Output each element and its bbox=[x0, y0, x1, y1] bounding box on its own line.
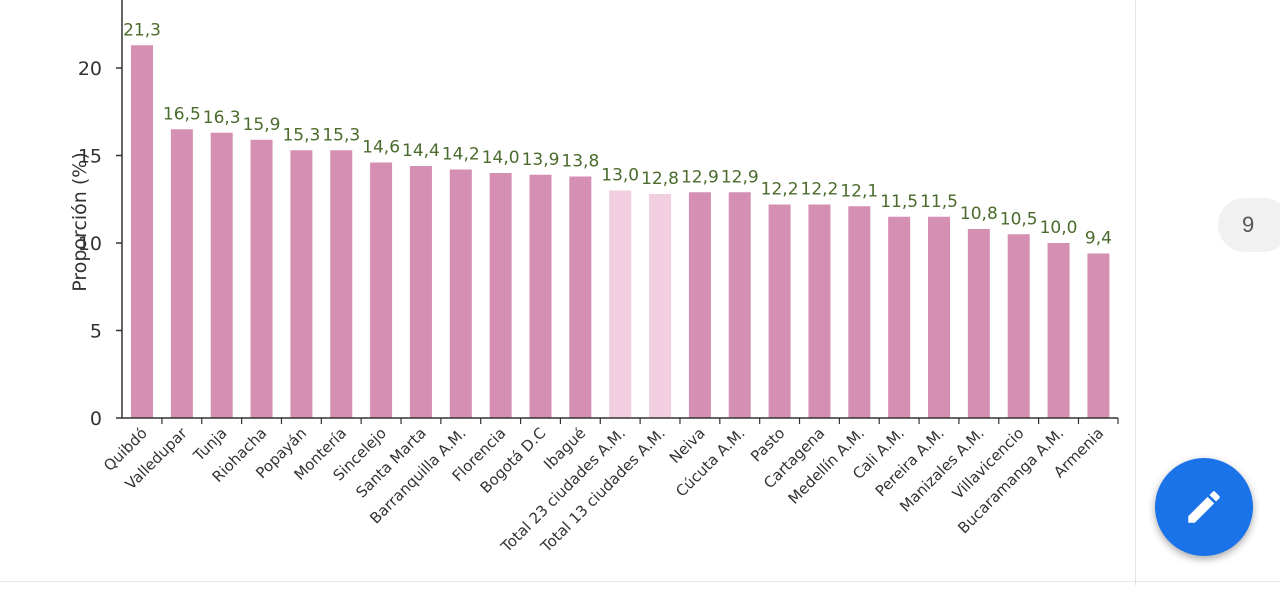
value-label: 12,9 bbox=[721, 167, 759, 187]
value-label: 15,3 bbox=[322, 125, 360, 145]
value-label: 15,9 bbox=[243, 115, 281, 135]
bar bbox=[569, 176, 592, 418]
value-label: 10,8 bbox=[960, 204, 998, 224]
value-label: 21,3 bbox=[123, 20, 161, 40]
bar bbox=[290, 150, 313, 418]
bar bbox=[170, 129, 193, 418]
bar bbox=[210, 132, 233, 418]
y-tick-label: 20 bbox=[78, 58, 102, 80]
value-label: 12,8 bbox=[641, 169, 679, 189]
value-label: 13,8 bbox=[561, 152, 599, 172]
value-label: 12,1 bbox=[840, 181, 878, 201]
value-label: 12,9 bbox=[681, 167, 719, 187]
bar bbox=[449, 169, 472, 418]
value-label: 9,4 bbox=[1085, 229, 1112, 249]
bar bbox=[370, 162, 393, 418]
bar bbox=[1087, 253, 1110, 418]
bar bbox=[728, 192, 751, 418]
bar bbox=[808, 204, 831, 418]
y-tick-label: 10 bbox=[78, 233, 102, 255]
value-label: 14,4 bbox=[402, 141, 440, 161]
bar bbox=[609, 190, 632, 418]
bar bbox=[688, 192, 711, 418]
bar bbox=[649, 194, 672, 418]
value-label: 12,2 bbox=[761, 180, 799, 200]
value-label: 13,0 bbox=[601, 166, 639, 186]
value-label: 15,3 bbox=[282, 125, 320, 145]
bar bbox=[529, 174, 552, 418]
y-tick-label: 0 bbox=[90, 408, 102, 430]
bar bbox=[848, 206, 871, 418]
pencil-icon bbox=[1188, 491, 1220, 523]
value-label: 14,0 bbox=[482, 148, 520, 168]
value-label: 14,2 bbox=[442, 145, 480, 165]
value-label: 10,0 bbox=[1040, 218, 1078, 238]
bar bbox=[888, 216, 911, 418]
value-label: 14,6 bbox=[362, 138, 400, 158]
chart-area: 21,3 Quibdó 16,5 Valledupar 16,3 Tunja 15,9 Rio… bbox=[69, 0, 1119, 556]
value-label: 16,3 bbox=[203, 108, 241, 128]
edit-button[interactable] bbox=[1155, 458, 1253, 556]
y-axis-title: Proporción (%) bbox=[69, 152, 91, 292]
page-number-badge: 9 bbox=[1218, 198, 1280, 252]
bar bbox=[330, 150, 353, 418]
bar bbox=[489, 173, 512, 418]
y-tick-label: 5 bbox=[90, 321, 102, 343]
bar bbox=[250, 139, 273, 418]
page-number: 9 bbox=[1242, 212, 1255, 237]
bottom-border bbox=[0, 581, 1280, 582]
bar bbox=[928, 216, 950, 418]
bar bbox=[967, 229, 990, 418]
bar bbox=[131, 45, 153, 418]
y-tick-label: 15 bbox=[78, 146, 102, 168]
value-label: 12,2 bbox=[801, 180, 839, 200]
bar bbox=[1007, 234, 1030, 418]
panel-divider bbox=[1135, 0, 1136, 585]
bar bbox=[768, 204, 791, 418]
value-label: 16,5 bbox=[163, 104, 201, 124]
value-label: 13,9 bbox=[522, 150, 560, 170]
value-label: 10,5 bbox=[1000, 209, 1038, 229]
value-label: 11,5 bbox=[920, 192, 958, 212]
bar-chart: 21,3Quibdó16,5Valledupar16,3Tunja15,9Rio… bbox=[69, 0, 1119, 556]
bar bbox=[409, 166, 432, 418]
value-label: 11,5 bbox=[880, 192, 918, 212]
bar bbox=[1047, 243, 1070, 418]
